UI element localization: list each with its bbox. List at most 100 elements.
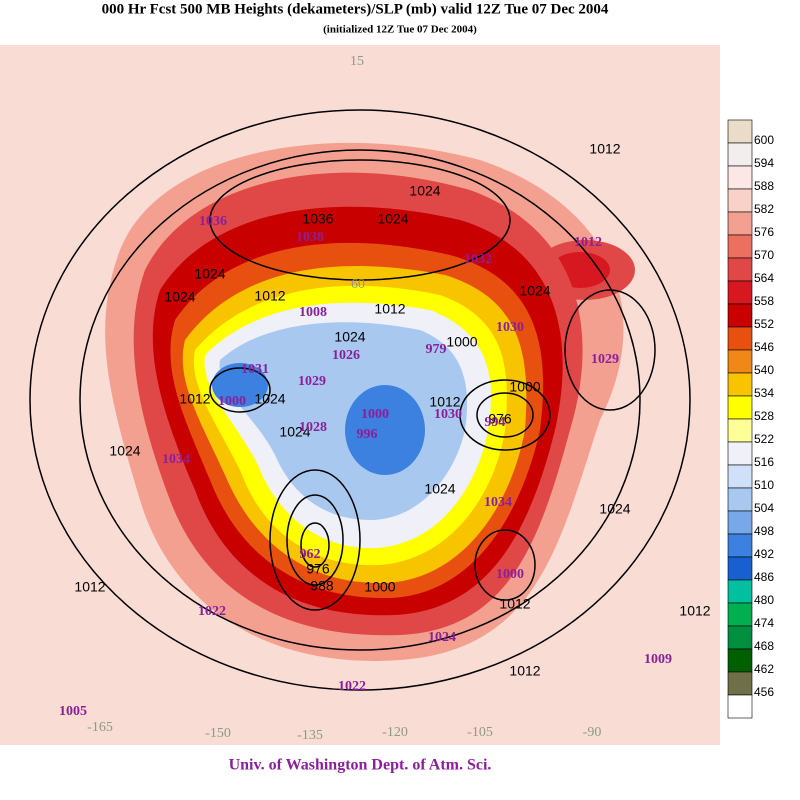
colorbar-label: 588 xyxy=(754,179,774,193)
colorbar: 600 594 588 582 576 570 564 558 552 546 540 534 528 5… xyxy=(727,119,774,719)
center-label: 1038 xyxy=(296,230,324,245)
center-label: 1000 xyxy=(218,394,246,409)
colorbar-swatch xyxy=(727,579,753,604)
colorbar-label: 528 xyxy=(754,409,774,423)
slp-label: 976 xyxy=(306,561,330,577)
title: 000 Hr Fcst 500 MB Heights (dekameters)/… xyxy=(102,1,609,17)
center-label: 1029 xyxy=(591,352,619,367)
longitude-labels: 15 60 -165 -150 -135 -120 -105 -90 xyxy=(87,54,601,743)
colorbar-label: 492 xyxy=(754,547,774,561)
colorbar-swatch xyxy=(727,142,753,167)
colorbar-label: 474 xyxy=(754,616,774,630)
slp-label: 1024 xyxy=(109,443,140,459)
colorbar-swatch xyxy=(727,556,753,581)
slp-label: 1012 xyxy=(509,663,540,679)
colorbar-label: 552 xyxy=(754,317,774,331)
height-fill xyxy=(219,322,468,520)
colorbar-label: 516 xyxy=(754,455,774,469)
slp-contours xyxy=(29,109,691,691)
height-fill xyxy=(212,363,268,407)
center-label: 1030 xyxy=(434,407,462,422)
colorbar-swatch xyxy=(727,395,753,420)
colorbar-label: 570 xyxy=(754,248,774,262)
colorbar-label: 462 xyxy=(754,662,774,676)
slp-label: 1024 xyxy=(254,391,285,407)
slp-label: 1024 xyxy=(599,501,630,517)
slp-label: 1012 xyxy=(499,596,530,612)
slp-label: 1012 xyxy=(679,603,710,619)
slp-label: 1024 xyxy=(194,266,225,282)
slp-label: 1012 xyxy=(254,288,285,304)
longitude-label: 60 xyxy=(351,277,365,292)
colorbar-swatch xyxy=(727,625,753,650)
colorbar-swatch xyxy=(727,349,753,374)
slp-label: 1036 xyxy=(302,211,333,227)
center-label: 1032 xyxy=(464,252,492,267)
colorbar-label: 576 xyxy=(754,225,774,239)
height-fill xyxy=(345,385,425,475)
colorbar-swatch xyxy=(727,602,753,627)
slp-label: 1024 xyxy=(377,211,408,227)
center-label: 1000 xyxy=(496,567,524,582)
center-label: 996 xyxy=(357,427,378,442)
longitude-label: 15 xyxy=(350,54,364,69)
center-labels: 1036 1038 1032 1012 1008 1030 979 1029 1026 1031 1… xyxy=(59,214,672,719)
slp-label: 1024 xyxy=(164,289,195,305)
center-label: 1030 xyxy=(496,320,524,335)
colorbar-swatch xyxy=(727,119,753,144)
center-label: 1005 xyxy=(59,704,87,719)
colorbar-label: 486 xyxy=(754,570,774,584)
colorbar-label: 564 xyxy=(754,271,774,285)
colorbar-swatch xyxy=(727,694,753,719)
slp-label: 1024 xyxy=(409,183,440,199)
slp-label: 1012 xyxy=(589,141,620,157)
longitude-label: -165 xyxy=(87,720,113,735)
center-label: 1028 xyxy=(299,420,327,435)
slp-label: 1012 xyxy=(374,301,405,317)
colorbar-swatch xyxy=(727,303,753,328)
colorbar-swatch xyxy=(727,418,753,443)
subtitle: (initialized 12Z Tue 07 Dec 2004) xyxy=(323,24,477,36)
colorbar-label: 594 xyxy=(754,156,774,170)
colorbar-swatch xyxy=(727,510,753,535)
slp-label: 1012 xyxy=(179,391,210,407)
center-label: 1036 xyxy=(199,214,227,229)
colorbar-label: 510 xyxy=(754,478,774,492)
slp-label: 988 xyxy=(310,578,334,594)
center-label: 1034 xyxy=(162,452,190,467)
center-label: 1026 xyxy=(332,348,360,363)
center-label: 1022 xyxy=(338,679,366,694)
slp-label: 1000 xyxy=(446,334,477,350)
longitude-label: -120 xyxy=(382,725,408,740)
colorbar-label: 498 xyxy=(754,524,774,538)
slp-label: 1024 xyxy=(279,424,310,440)
center-label: 1012 xyxy=(574,235,602,250)
center-label: 979 xyxy=(426,342,447,357)
colorbar-label: 534 xyxy=(754,386,774,400)
longitude-label: -150 xyxy=(205,726,231,741)
colorbar-label: 546 xyxy=(754,340,774,354)
colorbar-swatch xyxy=(727,487,753,512)
colorbar-swatch xyxy=(727,188,753,213)
colorbar-label: 540 xyxy=(754,363,774,377)
colorbar-swatch xyxy=(727,326,753,351)
colorbar-label: 582 xyxy=(754,202,774,216)
longitude-label: -90 xyxy=(583,725,602,740)
center-label: 1022 xyxy=(198,604,226,619)
center-label: 1009 xyxy=(644,652,672,667)
colorbar-swatch xyxy=(727,234,753,259)
colorbar-swatch xyxy=(727,280,753,305)
slp-label: 976 xyxy=(488,411,512,427)
colorbar-swatch xyxy=(727,464,753,489)
colorbar-label: 456 xyxy=(754,685,774,699)
slp-label: 1024 xyxy=(519,283,550,299)
center-label: 1034 xyxy=(484,495,512,510)
colorbar-swatch xyxy=(727,671,753,696)
slp-label: 1012 xyxy=(429,394,460,410)
longitude-label: -135 xyxy=(297,728,323,743)
slp-label: 1024 xyxy=(424,481,455,497)
slp-label: 1024 xyxy=(334,329,365,345)
footer: Univ. of Washington Dept. of Atm. Sci. xyxy=(229,757,492,774)
center-label: 1029 xyxy=(298,374,326,389)
